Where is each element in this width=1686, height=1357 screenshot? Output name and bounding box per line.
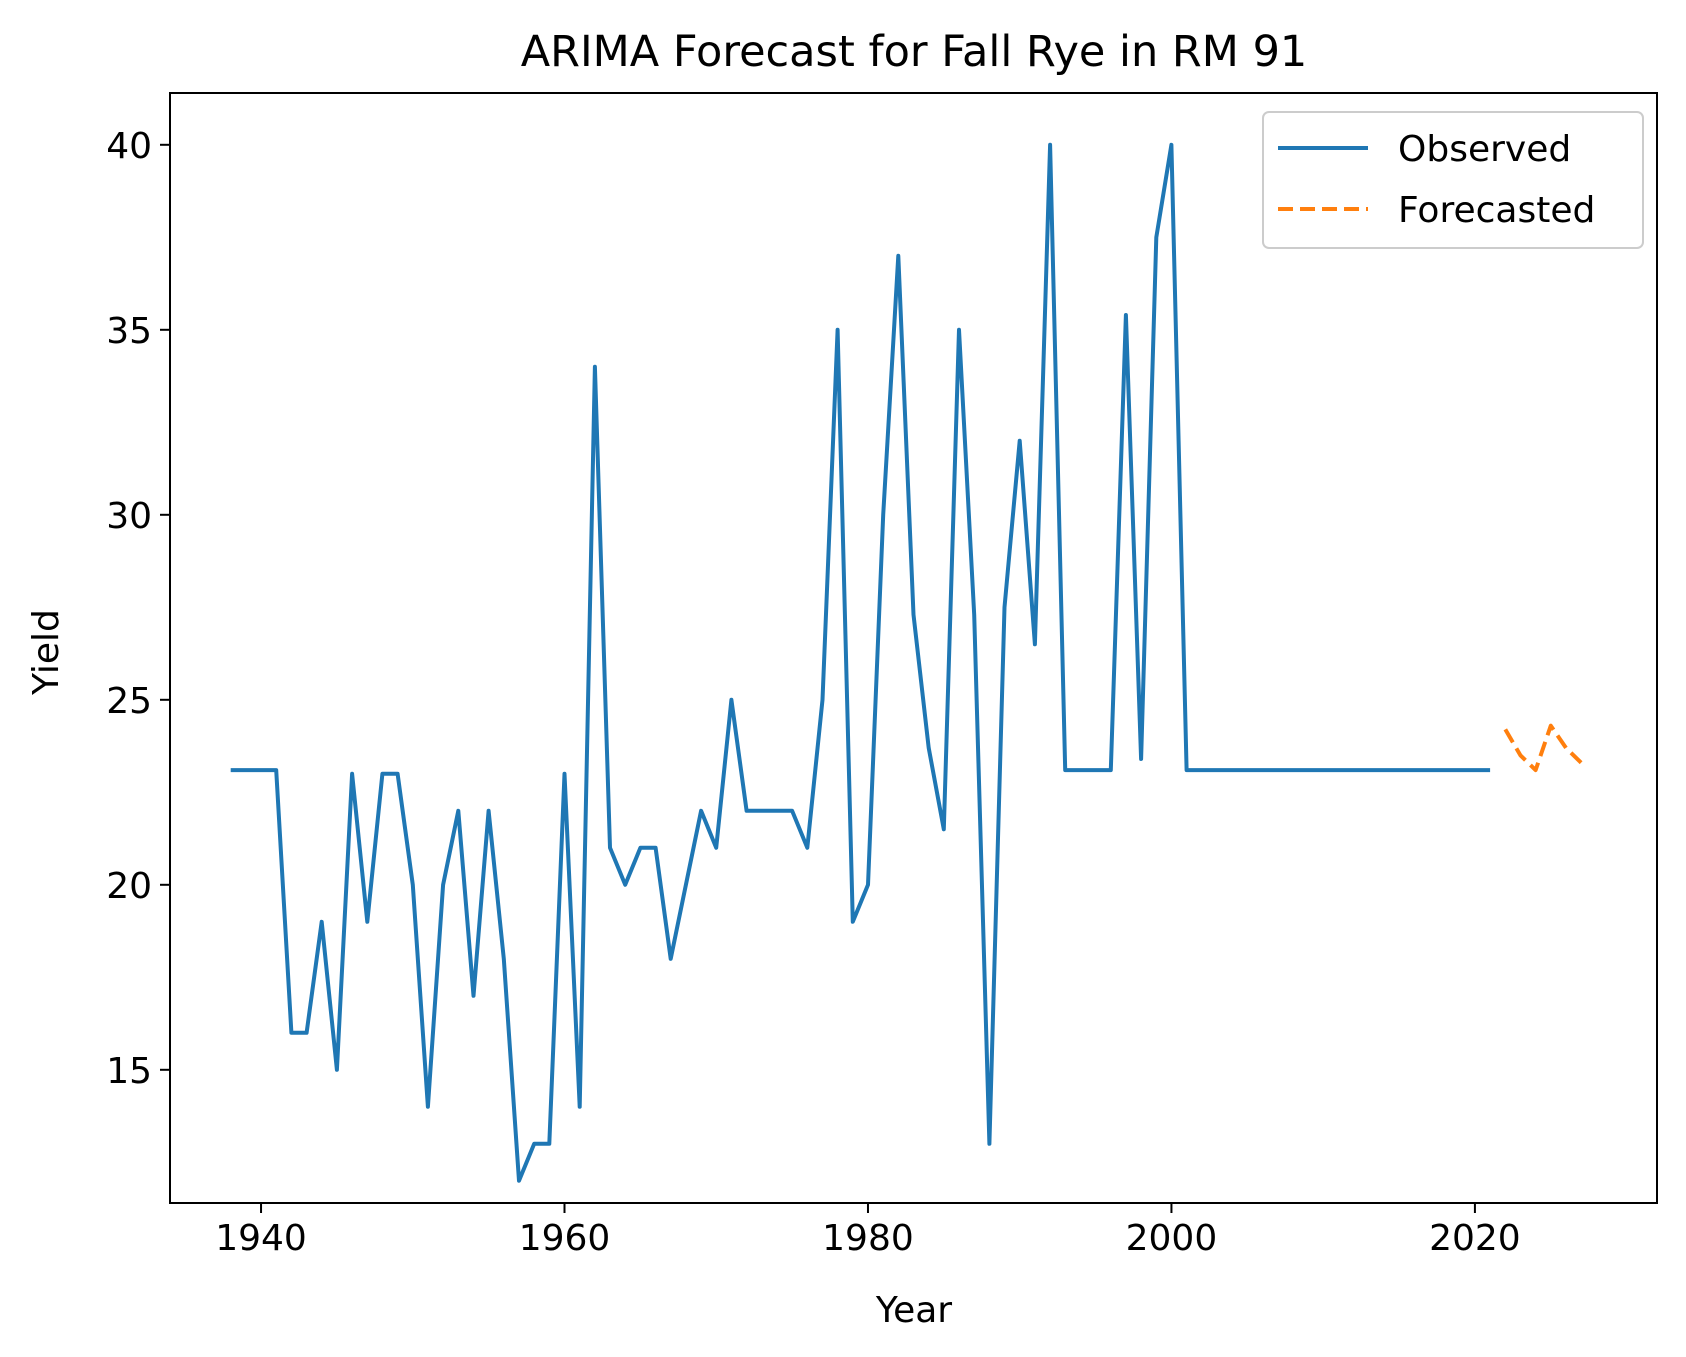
y-axis: 15 20 25 30 35 40 (106, 126, 170, 1092)
legend: Observed Forecasted (1262, 111, 1644, 249)
x-tick-label: 1960 (519, 1218, 611, 1259)
x-tick-label: 2020 (1429, 1218, 1521, 1259)
y-axis-title: Yield (26, 609, 67, 696)
plot-frame (169, 92, 1658, 1204)
x-tick-label: 2000 (1126, 1218, 1218, 1259)
y-tick-label: 40 (106, 126, 152, 167)
y-tick-label: 35 (106, 311, 152, 352)
chart-title: ARIMA Forecast for Fall Rye in RM 91 (521, 27, 1308, 77)
y-tick-label: 15 (106, 1051, 152, 1092)
series-line-observed (230, 142, 1491, 1183)
series-line-forecasted (1503, 723, 1583, 773)
x-axis: 1940 1960 1980 2000 2020 (215, 1203, 1521, 1259)
x-axis-title: Year (875, 1290, 952, 1331)
legend-label-forecasted: Forecasted (1398, 190, 1595, 231)
y-tick-label: 20 (106, 866, 152, 907)
x-tick-label: 1940 (215, 1218, 307, 1259)
y-tick-label: 30 (106, 496, 152, 537)
y-tick-label: 25 (106, 681, 152, 722)
plot-lines (230, 142, 1583, 1183)
x-tick-label: 1980 (822, 1218, 914, 1259)
legend-label-observed: Observed (1398, 129, 1571, 170)
